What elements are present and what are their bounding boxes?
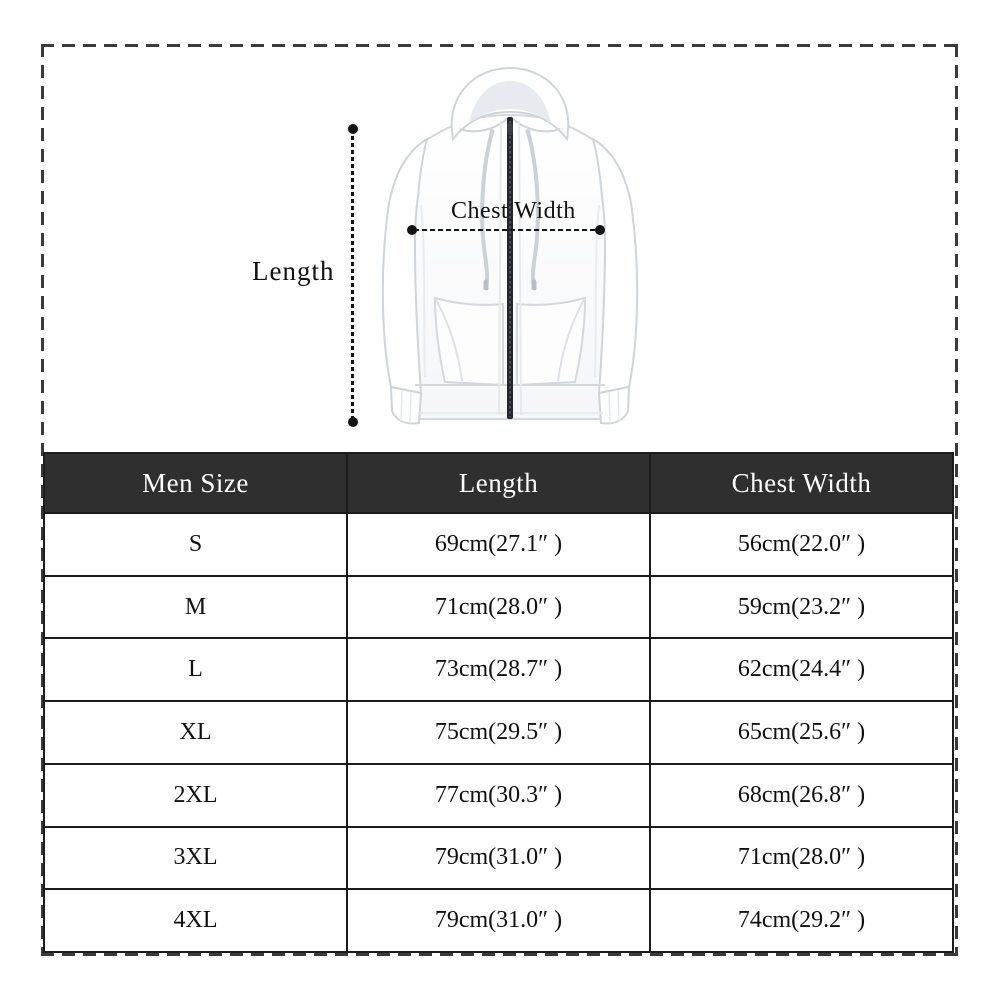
dashed-border-right xyxy=(955,44,958,956)
table-row: 3XL 79cm(31.0″ ) 71cm(28.0″ ) xyxy=(43,825,954,891)
table-row: S 69cm(27.1″ ) 56cm(22.0″ ) xyxy=(43,512,954,577)
size-cell: 2XL xyxy=(43,762,348,828)
dashed-border-top xyxy=(41,44,958,47)
length-measure-line xyxy=(351,129,354,422)
hoodie-left-drawstring xyxy=(480,130,494,289)
chest-value-cell: 56cm(22.0″ ) xyxy=(649,512,954,577)
table-row: XL 75cm(29.5″ ) 65cm(25.6″ ) xyxy=(43,700,954,765)
header-chest-width: Chest Width xyxy=(649,452,954,514)
size-cell: L xyxy=(43,637,348,703)
chest-line-right-dot xyxy=(595,225,605,235)
dashed-border-bottom xyxy=(41,953,958,956)
size-cell: 4XL xyxy=(43,888,348,953)
chest-value-cell: 71cm(28.0″ ) xyxy=(649,825,954,891)
hoodie-right-cuff xyxy=(597,385,631,425)
chest-value-cell: 62cm(24.4″ ) xyxy=(649,637,954,703)
chest-value-cell: 74cm(29.2″ ) xyxy=(649,888,954,953)
table-row: L 73cm(28.7″ ) 62cm(24.4″ ) xyxy=(43,637,954,703)
header-row: Men Size Length Chest Width xyxy=(43,452,954,514)
hoodie-left-pocket xyxy=(433,296,504,387)
chest-value-cell: 65cm(25.6″ ) xyxy=(649,700,954,765)
header-men-size: Men Size xyxy=(43,452,348,514)
length-label: Length xyxy=(252,256,335,286)
size-chart-table: Men Size Length Chest Width S 69cm(27.1″… xyxy=(43,452,954,953)
size-cell: 3XL xyxy=(43,825,348,891)
length-value-cell: 79cm(31.0″ ) xyxy=(346,825,651,891)
length-line-bottom-dot xyxy=(348,417,358,427)
chest-width-measure-line xyxy=(414,229,598,231)
chest-value-cell: 59cm(23.2″ ) xyxy=(649,574,954,640)
table-row: 2XL 77cm(30.3″ ) 68cm(26.8″ ) xyxy=(43,762,954,828)
table-row: M 71cm(28.0″ ) 59cm(23.2″ ) xyxy=(43,574,954,640)
hoodie-zipper-pull xyxy=(507,123,513,135)
length-line-top-dot xyxy=(348,124,358,134)
size-cell: XL xyxy=(43,700,348,765)
header-length: Length xyxy=(346,452,651,514)
hoodie-right-drawstring xyxy=(526,130,540,289)
length-value-cell: 79cm(31.0″ ) xyxy=(346,888,651,953)
chest-line-left-dot xyxy=(407,225,417,235)
table-row: 4XL 79cm(31.0″ ) 74cm(29.2″ ) xyxy=(43,888,954,953)
dashed-border-left xyxy=(41,44,44,956)
chest-value-cell: 68cm(26.8″ ) xyxy=(649,762,954,828)
length-value-cell: 69cm(27.1″ ) xyxy=(346,512,651,577)
chest-width-label: Chest Width xyxy=(451,198,576,224)
hoodie-product-image xyxy=(381,66,639,425)
length-value-cell: 77cm(30.3″ ) xyxy=(346,762,651,828)
length-value-cell: 73cm(28.7″ ) xyxy=(346,637,651,703)
hoodie-right-pocket xyxy=(516,296,587,387)
length-value-cell: 75cm(29.5″ ) xyxy=(346,700,651,765)
size-cell: S xyxy=(43,512,348,577)
size-cell: M xyxy=(43,574,348,640)
length-value-cell: 71cm(28.0″ ) xyxy=(346,574,651,640)
hoodie-left-cuff xyxy=(389,385,423,425)
